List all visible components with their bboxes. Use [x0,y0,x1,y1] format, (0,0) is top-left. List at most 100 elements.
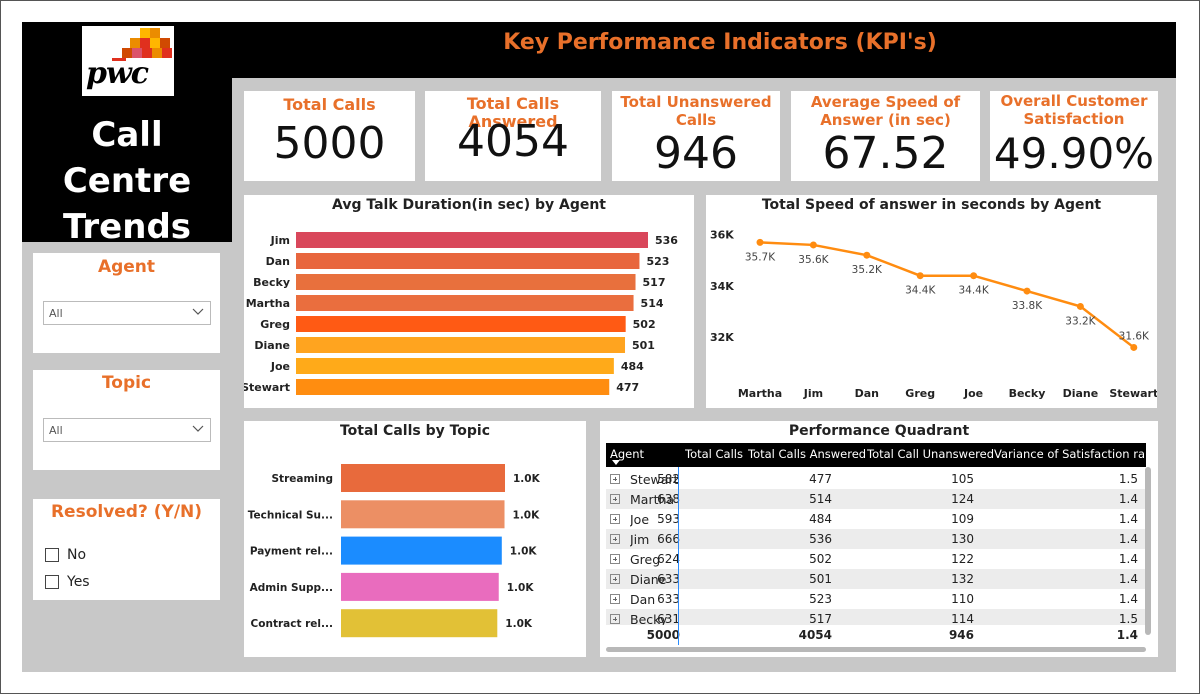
pwc-logo: pwc [82,26,174,96]
agent-slicer: Agent All [33,253,220,353]
data-label: 1.0K [513,473,541,485]
kpi-value: 5000 [273,118,386,169]
dropdown-value: All [49,307,63,320]
kpi-card-total-unanswered: Total Unanswered Calls 946 [612,91,780,181]
cell-unanswered: 124 [951,492,974,506]
cell-unanswered: 110 [951,592,974,606]
kpi-label: Total Calls [283,95,376,114]
category-label: Dan [266,255,290,268]
kpi-value: 49.90% [993,129,1155,178]
data-point[interactable] [1076,302,1084,310]
bar[interactable] [296,379,610,395]
column-header-variance[interactable]: Variance of Satisfaction rating [994,447,1144,461]
x-tick-label: Dan [855,387,879,400]
cell-variance: 1.4 [1118,512,1138,526]
data-point[interactable] [970,272,978,280]
y-tick-label: 34K [710,280,734,293]
table-row[interactable]: Martha 638 514 124 1.4 [606,489,1146,509]
table-row[interactable]: Dan 633 523 110 1.4 [606,589,1146,609]
total-unanswered: 946 [948,628,974,642]
bar[interactable] [341,536,502,565]
kpi-value: 67.52 [822,128,949,179]
table-row[interactable]: Joe 593 484 109 1.4 [606,509,1146,529]
bar[interactable] [341,572,499,601]
expand-icon[interactable] [610,534,620,544]
data-label: 484 [621,360,644,373]
column-header-agent[interactable]: Agent [610,447,645,461]
bar[interactable] [296,337,626,353]
table-row[interactable]: Becky 631 517 114 1.5 [606,609,1146,629]
expand-icon[interactable] [610,574,620,584]
cell-answered: 477 [809,472,832,486]
bar[interactable] [296,253,640,269]
checkbox-icon[interactable] [45,548,59,562]
kpi-label-line1: Overall Customer [1000,92,1148,110]
column-header-total-calls-answered[interactable]: Total Calls Answered [748,447,867,461]
y-tick-label: 36K [710,229,734,242]
kpi-card-total-calls: Total Calls 5000 [244,91,415,181]
data-label: 33.8K [1012,300,1043,312]
cell-agent: Stewart [630,472,679,487]
vertical-scrollbar[interactable] [1145,467,1151,635]
expand-icon[interactable] [610,594,620,604]
cell-variance: 1.4 [1118,532,1138,546]
expand-icon[interactable] [610,494,620,504]
chevron-down-icon [192,308,204,315]
agent-dropdown[interactable]: All [43,301,211,325]
calls-by-topic-chart: Total Calls by Topic Streaming 1.0K Techni… [244,421,586,657]
bar[interactable] [296,295,634,311]
bar[interactable] [296,232,648,248]
horizontal-scrollbar[interactable] [606,647,1146,652]
cell-variance: 1.5 [1118,612,1138,626]
table-row[interactable]: Jim 666 536 130 1.4 [606,529,1146,549]
cell-total: 633 [657,592,680,606]
resolved-slicer: Resolved? (Y/N) No Yes [33,499,220,600]
data-label: 35.2K [852,264,883,276]
data-label: 35.6K [798,254,829,266]
bar[interactable] [296,316,626,332]
cell-total: 631 [657,612,680,626]
data-point[interactable] [809,241,817,249]
bar[interactable] [296,358,614,374]
kpi-label-line2: Answer (in sec) [820,111,951,129]
kpi-value: 4054 [457,116,569,167]
bar[interactable] [296,274,636,290]
bar[interactable] [341,609,498,638]
data-label: 34.4K [958,285,989,297]
checkbox-icon[interactable] [45,575,59,589]
sort-desc-icon [612,460,620,465]
chart-title: Total Calls by Topic [339,423,491,439]
kpi-label: Total Calls Answered [466,94,560,131]
cell-answered: 502 [809,552,832,566]
total-total: 5000 [646,628,680,642]
data-point[interactable] [1130,343,1138,351]
category-label: Technical Su... [248,509,333,521]
topic-dropdown[interactable]: All [43,418,211,442]
category-label: Joe [270,360,290,373]
table-row[interactable]: Diane 633 501 132 1.4 [606,569,1146,589]
column-header-total-calls[interactable]: Total Calls [685,447,743,461]
data-label: 514 [641,297,664,310]
data-point[interactable] [1023,287,1031,295]
table-title: Performance Quadrant [788,423,970,439]
speed-of-answer-svg: 36K 34K 32K 35.7K Martha 35.6K Jim 35.2K Dan 34.4… [710,229,1157,400]
table-row[interactable]: Stewart 582 477 105 1.5 [606,469,1146,489]
slicer-title: Agent [97,257,156,277]
column-header-total-call-unanswered[interactable]: Total Call Unanswered [867,447,994,461]
data-point[interactable] [863,251,871,259]
bar[interactable] [341,500,505,529]
data-point[interactable] [916,272,924,280]
app-title-line1: Call Centre [62,115,192,201]
category-label: Streaming [272,473,334,485]
expand-icon[interactable] [610,614,620,624]
chevron-down-icon [192,425,204,432]
x-tick-label: Stewart [1109,387,1157,400]
data-point[interactable] [756,238,764,246]
expand-icon[interactable] [610,554,620,564]
checkbox-label: Yes [67,574,90,590]
expand-icon[interactable] [610,514,620,524]
table-row[interactable]: Greg 624 502 122 1.4 [606,549,1146,569]
bar[interactable] [341,464,505,492]
expand-icon[interactable] [610,474,620,484]
cell-answered: 501 [809,572,832,586]
